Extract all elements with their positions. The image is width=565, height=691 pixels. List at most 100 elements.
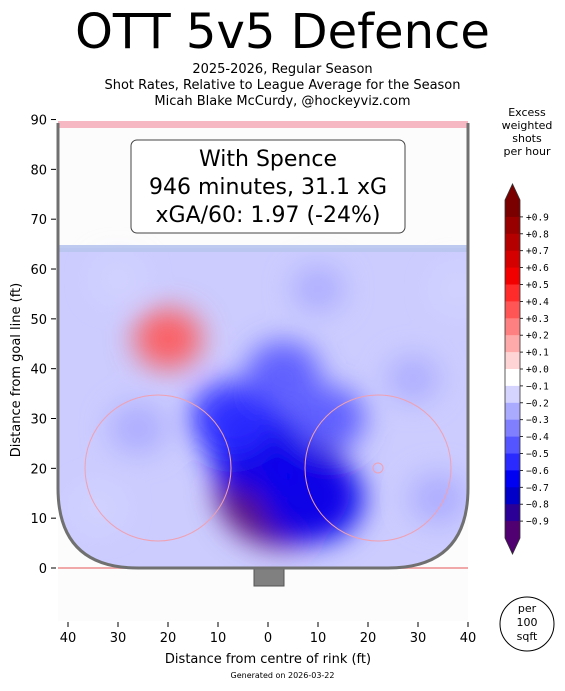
colorbar-segment (505, 233, 520, 252)
colorbar-tick-label: −0.2 (526, 398, 549, 409)
heat-hotspot-2 (262, 453, 364, 544)
y-tick-label: 40 (30, 363, 47, 378)
chart-subtitle-description: Shot Rates, Relative to League Average f… (104, 78, 461, 93)
unit-badge-line-3: sqft (517, 630, 538, 643)
faceoff-dot-right (372, 462, 384, 474)
colorbar-segment (505, 436, 520, 454)
heat-hotspot-12 (74, 487, 122, 530)
colorbar-title-line: Excess (508, 106, 546, 119)
x-tick-label: 40 (60, 631, 77, 646)
chart-subtitle-season: 2025-2026, Regular Season (192, 62, 373, 77)
heat-hotspot-9 (133, 308, 203, 370)
heat-hotspot-3 (190, 380, 276, 457)
colorbar-tick-label: +0.1 (526, 348, 549, 359)
y-axis-label: Distance from goal line (ft) (9, 283, 24, 457)
colorbar-tick-label: +0.8 (526, 229, 549, 240)
heat-hotspot-6 (109, 402, 167, 455)
colorbar-segment (505, 284, 520, 302)
colorbar-tick-label: +0.5 (526, 280, 549, 291)
y-tick-label: 20 (30, 462, 47, 477)
y-tick-label: 90 (30, 114, 47, 129)
goal-net (253, 567, 285, 587)
colorbar-tick-label: −0.7 (526, 483, 549, 494)
x-axis: 40 30 20 10 0 10 20 30 40 (60, 622, 477, 646)
y-tick-label: 0 (39, 562, 47, 577)
colorbar-tick-label: +0.6 (526, 263, 549, 274)
heatmap-layer (58, 248, 468, 568)
colorbar-tick-label: −0.3 (526, 415, 549, 426)
blue-line-band (58, 245, 468, 252)
chart-title: OTT 5v5 Defence (75, 4, 490, 60)
faceoff-circle-left (84, 394, 232, 542)
colorbar-tick-label: −0.8 (526, 500, 549, 511)
heat-hotspot-5 (245, 340, 321, 407)
colorbar-segment (505, 402, 520, 421)
x-axis-label: Distance from centre of rink (ft) (165, 652, 371, 667)
heat-hotspot-11 (291, 265, 345, 313)
colorbar-segment (505, 200, 520, 218)
heat-hotspot-8 (409, 472, 467, 524)
colorbar-title-line: shots (512, 132, 542, 145)
colorbar-title-line: per hour (504, 145, 551, 158)
colorbar-segment (505, 267, 520, 285)
colorbar-tick-label: +0.4 (526, 297, 549, 308)
colorbar-tick-label: +0.3 (526, 314, 549, 325)
colorbar-tick-label: −0.1 (526, 381, 549, 392)
colorbar-tick-label: −0.5 (526, 449, 549, 460)
unit-badge (499, 596, 555, 652)
generated-note: Generated on 2026-03-22 (230, 671, 335, 680)
annotation-line-3: xGA/60: 1.97 (-24%) (156, 203, 381, 228)
x-tick-label: 10 (310, 631, 327, 646)
centre-line-band (58, 121, 468, 128)
x-tick-label: 30 (410, 631, 427, 646)
colorbar-tick-label: +0.2 (526, 331, 549, 342)
x-tick-label: 30 (110, 631, 127, 646)
x-tick-label: 40 (460, 631, 477, 646)
y-tick-label: 30 (30, 413, 47, 428)
colorbar-segment (505, 521, 520, 539)
colorbar-segment (505, 250, 520, 269)
y-tick-label: 70 (30, 213, 47, 228)
x-tick-label: 0 (264, 631, 272, 646)
colorbar-segment (505, 470, 520, 488)
colorbar-segment (505, 301, 520, 319)
rink-boards (56, 123, 470, 570)
colorbar-segment (505, 385, 520, 404)
x-tick-label: 20 (360, 631, 377, 646)
colorbar-segment (505, 216, 520, 235)
colorbar-segment (505, 369, 520, 387)
x-tick-label: 10 (210, 631, 227, 646)
colorbar-top-arrow (505, 184, 520, 200)
colorbar-tick-label: −0.4 (526, 432, 549, 443)
colorbar-segment (505, 335, 520, 353)
colorbar-outline (504, 183, 521, 555)
chart-subtitle-author: Micah Blake McCurdy, @hockeyviz.com (154, 94, 411, 109)
heat-hotspot-13 (434, 268, 468, 310)
heat-hotspot-10 (94, 258, 142, 300)
colorbar: +0.9 +0.8 +0.7 +0.6 +0.5 +0.4 +0.3 +0.2 +0.1 +0.0… (504, 183, 549, 555)
y-axis: 0 10 20 30 40 50 60 70 80 90 (30, 114, 56, 577)
colorbar-tick-label: +0.7 (526, 246, 549, 257)
colorbar-tick-label: +0.0 (526, 365, 549, 376)
unit-badge-line-1: per (518, 602, 537, 615)
colorbar-segment (505, 487, 520, 505)
x-tick-label: 20 (160, 631, 177, 646)
annotation-line-1: With Spence (199, 147, 337, 172)
y-tick-label: 80 (30, 163, 47, 178)
rink-heatmap-chart: With Spence 946 minutes, 31.1 xG xGA/60:… (9, 106, 555, 667)
faceoff-circle-right (304, 394, 452, 542)
y-tick-label: 50 (30, 313, 47, 328)
heat-hotspot-7 (386, 355, 440, 402)
colorbar-segment (505, 504, 520, 522)
colorbar-segment (505, 318, 520, 336)
colorbar-segment (505, 419, 520, 438)
y-tick-label: 60 (30, 263, 47, 278)
y-tick-label: 10 (30, 512, 47, 527)
colorbar-segment (505, 453, 520, 471)
colorbar-tick-label: −0.9 (526, 517, 549, 528)
colorbar-title-line: weighted (502, 119, 553, 132)
colorbar-tick-label: +0.9 (526, 212, 549, 223)
colorbar-tick-label: −0.6 (526, 466, 549, 477)
annotation-line-2: 946 minutes, 31.1 xG (149, 175, 387, 200)
